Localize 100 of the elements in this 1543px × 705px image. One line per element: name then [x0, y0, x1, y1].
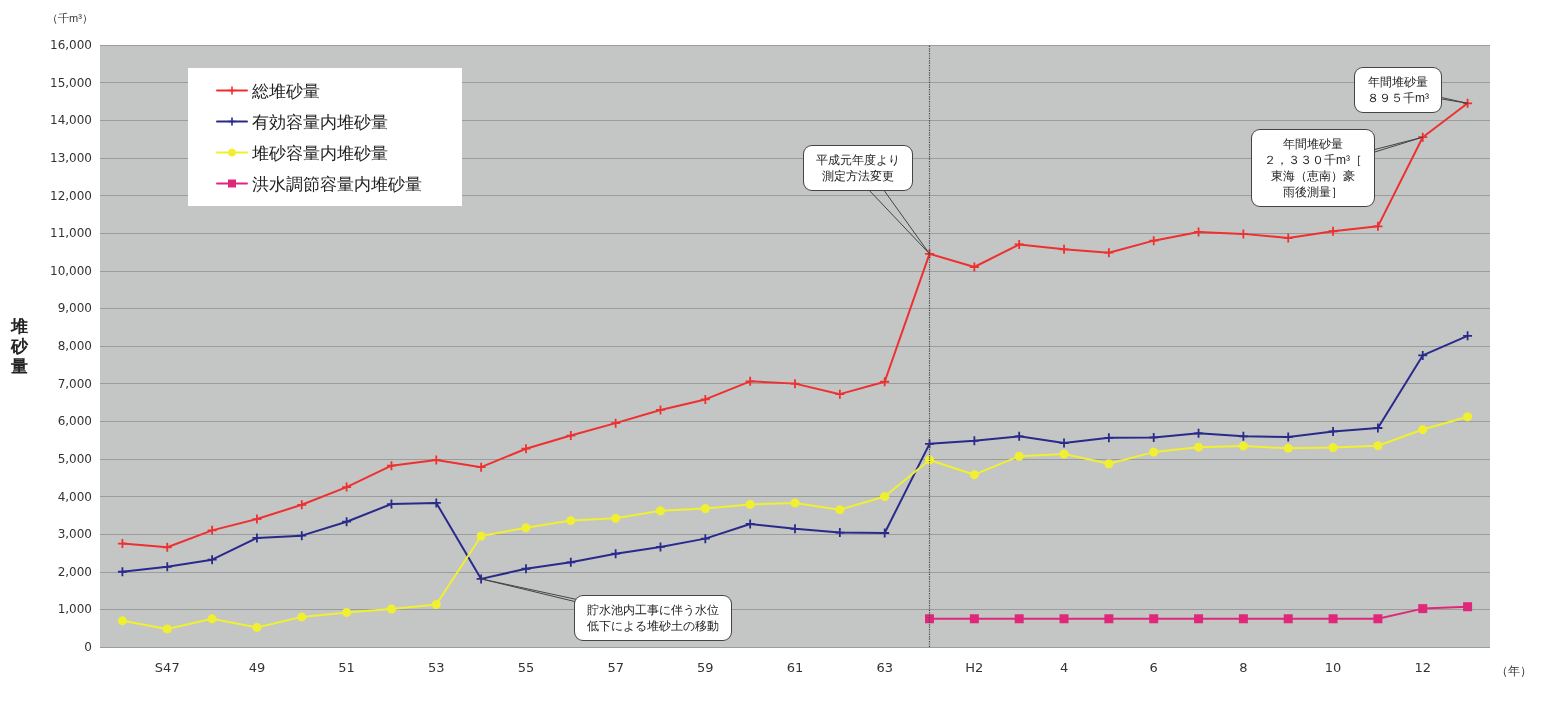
point: [1283, 432, 1293, 442]
point: [880, 377, 890, 387]
y-tick-label: 2,000: [57, 564, 92, 579]
y-tick-label: 3,000: [57, 527, 92, 542]
point: [1238, 229, 1248, 239]
point: [431, 455, 441, 465]
y-tick-label: 12,000: [50, 188, 92, 203]
y-tick-label: 6,000: [57, 414, 92, 429]
point: [1149, 614, 1159, 624]
x-tick-label: 59: [697, 660, 714, 675]
point: [790, 379, 800, 389]
annotation: 平成元年度より測定方法変更: [816, 153, 900, 183]
y-tick-label: 0: [84, 640, 92, 654]
x-tick-label: 10: [1324, 660, 1342, 675]
point: [835, 389, 845, 399]
point: [297, 531, 307, 541]
y-tick-label: 4,000: [57, 489, 92, 504]
x-tick-label: 55: [517, 660, 535, 675]
point: [1418, 425, 1428, 435]
point: [1059, 244, 1069, 254]
y-tick-label: 11,000: [50, 226, 92, 241]
y-tick-label: 5,000: [57, 451, 92, 466]
point: [790, 498, 800, 508]
point: [1328, 443, 1338, 453]
x-tick-label: 61: [786, 660, 804, 675]
y-tick-label: 8,000: [57, 339, 92, 353]
point: [925, 614, 935, 624]
point: [745, 376, 755, 386]
x-tick-label: 4: [1059, 660, 1069, 675]
point: [835, 528, 845, 538]
point: [745, 499, 755, 509]
point: [342, 607, 352, 617]
point: [566, 516, 576, 526]
point: [1059, 449, 1069, 459]
point: [521, 444, 531, 454]
point: [1014, 431, 1024, 441]
point: [1059, 614, 1069, 624]
point: [1328, 614, 1338, 624]
point: [1104, 459, 1114, 469]
point: [162, 562, 172, 572]
legend-label: 洪水調節容量内堆砂量: [252, 173, 422, 194]
point: [1238, 441, 1248, 451]
point: [1149, 447, 1159, 457]
annotation: 貯水池内工事に伴う水位低下による堆砂土の移動: [587, 603, 719, 633]
legend-label: 有効容量内堆砂量: [252, 111, 388, 132]
point: [252, 622, 262, 632]
point: [342, 517, 352, 527]
point: [835, 505, 845, 515]
point: [521, 523, 531, 533]
x-tick-label: H2: [965, 660, 984, 675]
x-tick-label: S47: [154, 660, 180, 675]
point: [521, 564, 531, 574]
point: [1463, 602, 1473, 612]
x-axis-title: （年）: [1496, 664, 1532, 678]
x-tick-label: 63: [876, 660, 893, 675]
point: [431, 599, 441, 609]
y-axis-title: 堆砂量: [10, 316, 29, 376]
point: [252, 533, 262, 543]
point: [1014, 614, 1024, 624]
point: [1059, 438, 1069, 448]
x-tick-label: 51: [338, 660, 355, 675]
point: [969, 262, 979, 272]
x-tick-label: 57: [607, 660, 624, 675]
point: [1283, 443, 1293, 453]
point: [1014, 451, 1024, 461]
point: [1283, 233, 1293, 243]
point: [1328, 226, 1338, 236]
point: [1373, 614, 1383, 624]
point: [1283, 614, 1293, 624]
point: [476, 531, 486, 541]
point: [790, 524, 800, 534]
point: [1373, 441, 1383, 451]
point: [969, 470, 979, 480]
point: [655, 506, 665, 516]
point: [566, 557, 576, 567]
point: [1104, 433, 1114, 443]
y-tick-label: 15,000: [50, 75, 92, 90]
y-tick-label: 13,000: [50, 150, 92, 165]
point: [1238, 431, 1248, 441]
point: [700, 534, 710, 544]
y-tick-label: 1,000: [57, 602, 92, 617]
point: [745, 519, 755, 529]
x-tick-label: 6: [1149, 660, 1158, 675]
point: [611, 513, 621, 523]
point: [611, 549, 621, 559]
y-tick-label: 14,000: [50, 113, 92, 128]
point: [1463, 412, 1473, 422]
legend-label: 堆砂容量内堆砂量: [251, 142, 388, 163]
point: [207, 525, 217, 535]
point: [297, 500, 307, 510]
point: [1194, 614, 1204, 624]
annotation: 年間堆砂量８９５千m³: [1367, 75, 1429, 105]
point: [207, 614, 217, 624]
x-tick-label: 53: [428, 660, 445, 675]
point: [252, 514, 262, 524]
point: [297, 612, 307, 622]
point: [117, 616, 127, 626]
point: [1149, 236, 1159, 246]
point: [476, 462, 486, 472]
point: [1373, 423, 1383, 433]
